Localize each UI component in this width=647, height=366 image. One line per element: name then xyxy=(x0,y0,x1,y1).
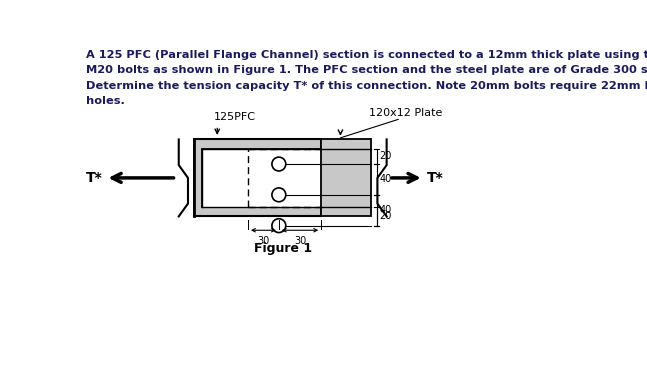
Text: 125PFC: 125PFC xyxy=(214,112,256,123)
Polygon shape xyxy=(194,139,321,216)
Text: 20: 20 xyxy=(380,151,392,161)
Text: 30: 30 xyxy=(294,236,306,246)
Text: Determine the tension capacity T* of this connection. Note 20mm bolts require 22: Determine the tension capacity T* of thi… xyxy=(86,81,647,91)
Text: M20 bolts as shown in Figure 1. The PFC section and the steel plate are of Grade: M20 bolts as shown in Figure 1. The PFC … xyxy=(86,66,647,75)
Text: 40: 40 xyxy=(380,205,392,215)
Bar xyxy=(202,149,321,207)
Text: holes.: holes. xyxy=(86,96,126,106)
Bar xyxy=(321,139,371,216)
Text: 120x12 Plate: 120x12 Plate xyxy=(369,108,443,118)
Text: T*: T* xyxy=(86,171,102,185)
Text: T*: T* xyxy=(426,171,443,185)
Text: 30: 30 xyxy=(258,236,270,246)
Text: A 125 PFC (Parallel Flange Channel) section is connected to a 12mm thick plate u: A 125 PFC (Parallel Flange Channel) sect… xyxy=(86,50,647,60)
Text: 40: 40 xyxy=(380,175,392,184)
Text: 20: 20 xyxy=(380,212,392,221)
Text: Figure 1: Figure 1 xyxy=(254,242,312,255)
